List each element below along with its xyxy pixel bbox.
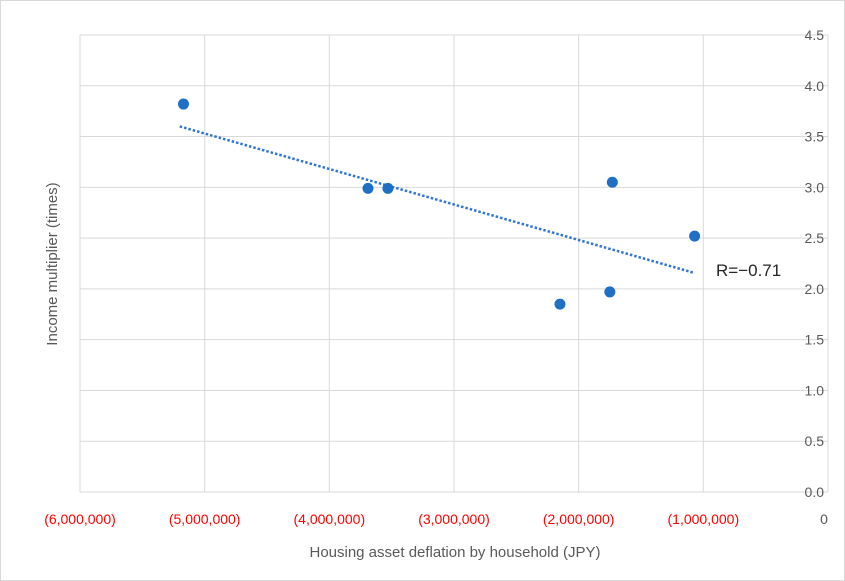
data-point — [554, 299, 565, 310]
x-tick-label: (4,000,000) — [294, 511, 366, 527]
data-point — [178, 99, 189, 110]
y-tick-label: 3.0 — [805, 179, 825, 195]
data-points — [178, 99, 700, 310]
data-point — [607, 177, 618, 188]
x-tick-label: (5,000,000) — [169, 511, 241, 527]
y-tick-label: 0.0 — [805, 484, 825, 500]
x-tick-label: 0 — [820, 511, 828, 527]
data-point — [382, 183, 393, 194]
trendline — [180, 126, 694, 272]
y-tick-label: 3.5 — [805, 129, 825, 145]
x-tick-label: (6,000,000) — [44, 511, 116, 527]
y-tick-label: 1.5 — [805, 332, 825, 348]
x-axis-title: Housing asset deflation by household (JP… — [309, 544, 600, 561]
y-tick-label: 4.5 — [805, 27, 825, 43]
x-axis-ticks: (6,000,000) (5,000,000) (4,000,000) (3,000,… — [44, 511, 828, 527]
y-tick-label: 2.5 — [805, 230, 825, 246]
x-tick-label: (1,000,000) — [668, 511, 740, 527]
y-tick-label: 2.0 — [805, 281, 825, 297]
data-point — [689, 231, 700, 242]
x-tick-label: (2,000,000) — [543, 511, 615, 527]
y-axis-title: Income multiplier (times) — [44, 182, 61, 345]
x-tick-label: (3,000,000) — [418, 511, 490, 527]
y-axis-ticks: 0.0 0.5 1.0 1.5 2.0 2.5 3.0 3.5 4.0 4.5 — [805, 27, 825, 500]
y-tick-label: 0.5 — [805, 433, 825, 449]
y-tick-label: 4.0 — [805, 78, 825, 94]
data-point — [362, 183, 373, 194]
y-tick-label: 1.0 — [805, 382, 825, 398]
data-point — [604, 286, 615, 297]
correlation-annotation: R=−0.71 — [716, 261, 781, 280]
